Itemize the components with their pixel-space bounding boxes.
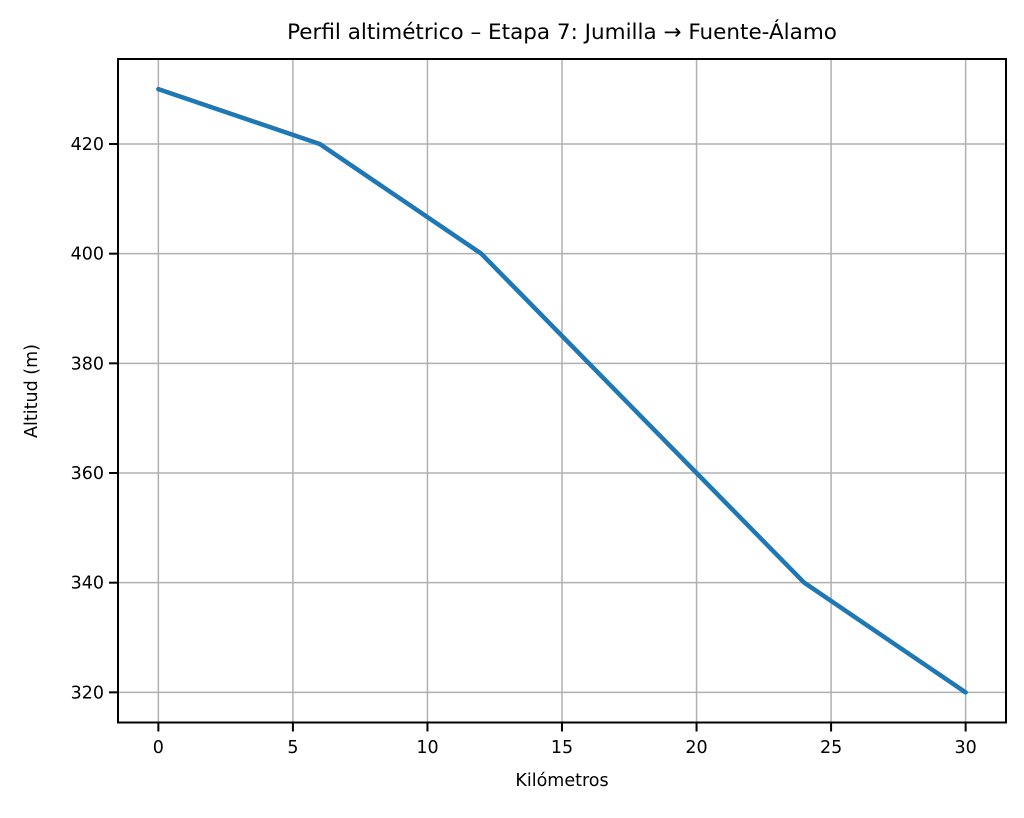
y-tick-label: 360 [71, 464, 104, 484]
x-tick-label: 20 [685, 738, 707, 758]
plot-border [117, 58, 1007, 724]
y-tick-label: 400 [71, 245, 104, 265]
y-tick-label: 380 [71, 354, 104, 374]
x-tick-label: 5 [287, 738, 298, 758]
x-tick-label: 10 [416, 738, 438, 758]
chart-title: Perfil altimétrico – Etapa 7: Jumilla → … [287, 20, 837, 45]
altitude-profile-line [156, 86, 968, 695]
y-tick-label: 420 [71, 135, 104, 155]
x-tick-label: 15 [551, 738, 573, 758]
x-tick-label: 30 [954, 738, 976, 758]
x-tick-label: 25 [820, 738, 842, 758]
y-tick-label: 320 [71, 683, 104, 703]
x-tick-label: 0 [153, 738, 164, 758]
y-tick-label: 340 [71, 574, 104, 594]
x-axis-label: Kilómetros [515, 771, 609, 791]
